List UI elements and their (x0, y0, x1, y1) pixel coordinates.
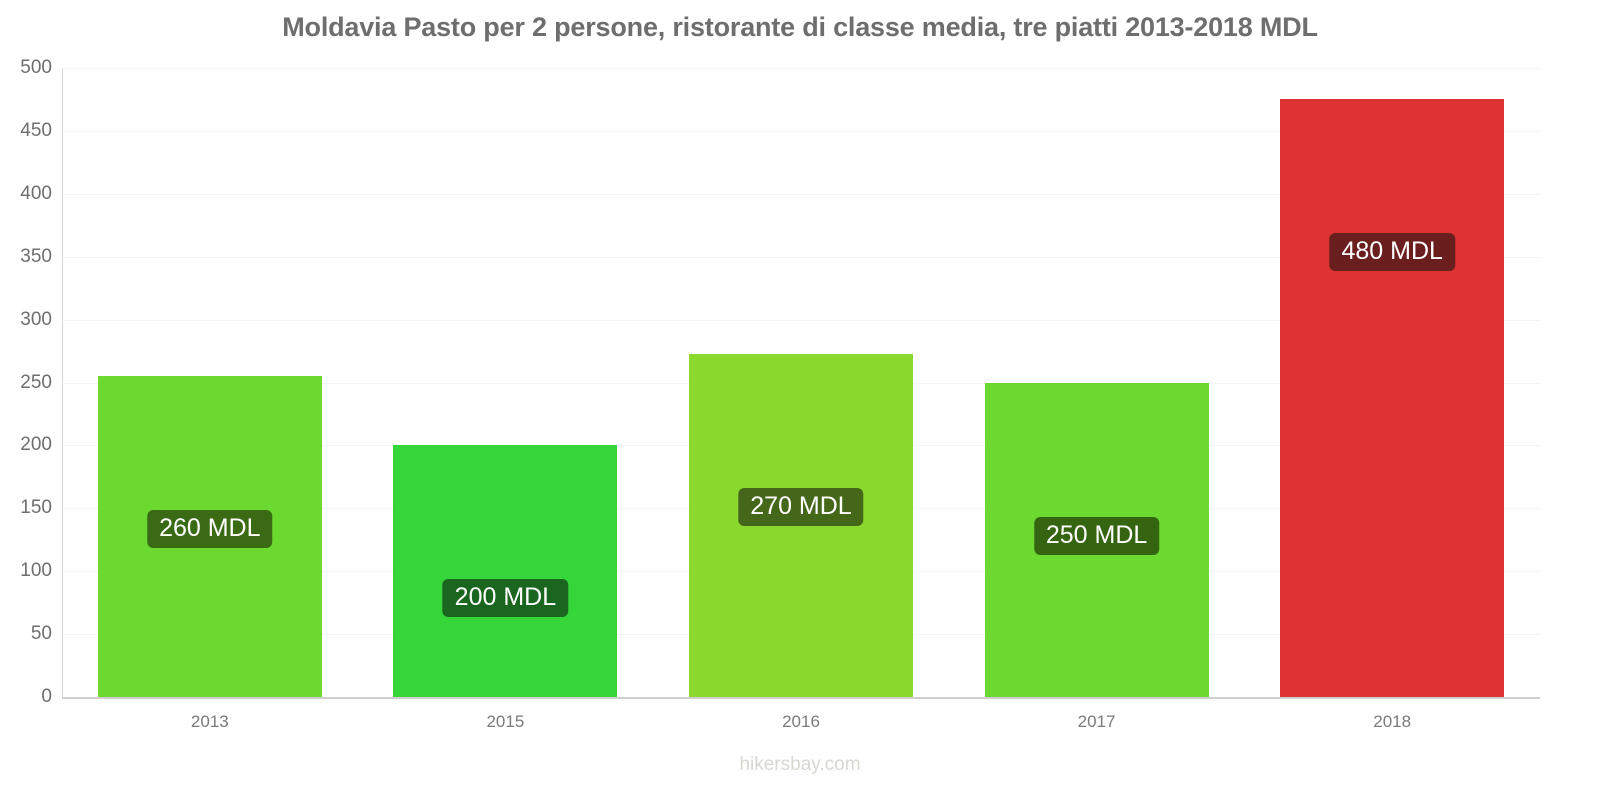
x-axis-tick-label: 2013 (190, 712, 229, 731)
bar[interactable]: 480 MDL (1280, 99, 1505, 697)
chart-title: Moldavia Pasto per 2 persone, ristorante… (282, 12, 1318, 42)
bar[interactable]: 250 MDL (984, 382, 1209, 697)
gridline (62, 193, 1540, 195)
bar[interactable]: 260 MDL (97, 376, 322, 697)
y-axis-tick-label: 350 (20, 245, 52, 267)
gridline (62, 130, 1540, 132)
y-axis-tick-label: 400 (20, 182, 52, 204)
y-axis-tick-label: 150 (20, 497, 52, 519)
gridline (62, 256, 1540, 258)
bar-value-label: 270 MDL (738, 487, 864, 526)
gridline (62, 68, 1540, 69)
bar[interactable]: 270 MDL (689, 353, 913, 697)
bar-value-label: 480 MDL (1329, 233, 1455, 272)
plot-area: 260 MDL 200 MDL 270 MDL 250 MDL 480 MDL (62, 68, 1540, 699)
x-axis-tick-label: 2016 (782, 712, 820, 731)
bar-value-label: 250 MDL (1033, 516, 1160, 555)
y-axis-tick-label: 200 (20, 434, 52, 456)
gridline (62, 697, 1540, 699)
y-axis-tick-label: 50 (30, 623, 52, 645)
x-axis-tick-label: 2017 (1077, 712, 1116, 731)
y-axis-tick-label: 500 (20, 57, 52, 78)
bar-value-label: 200 MDL (442, 579, 569, 618)
x-axis-tick-label: 2015 (486, 712, 525, 731)
y-axis-tick-label: 450 (20, 119, 52, 141)
y-axis-tick-label: 0 (41, 686, 52, 707)
bar[interactable]: 200 MDL (393, 445, 618, 697)
y-axis-tick-label: 100 (20, 560, 52, 582)
bar-value-label: 260 MDL (147, 510, 273, 549)
gridline (62, 319, 1540, 321)
y-axis-tick-label: 250 (20, 371, 52, 393)
x-axis-tick-label: 2018 (1373, 712, 1412, 731)
y-axis-tick-label: 300 (20, 308, 52, 330)
footer-credit: hikersbay.com (739, 754, 861, 775)
